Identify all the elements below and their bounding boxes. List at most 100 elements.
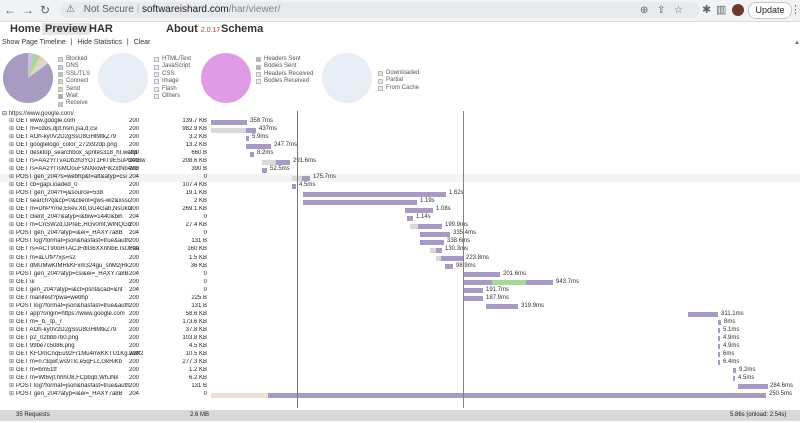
request-url[interactable]: GET m=n73qwf,ws9Tlc,e5qFLc,GkRiKb [16,358,123,365]
request-row[interactable]: ⊞ GET desktop_searchbox_sprites318_hr.web… [0,150,800,158]
menu-kebab-icon[interactable]: ⋮ [790,4,800,16]
request-url[interactable]: GET m=CnSW2d,DPreE,HGv0mf,WlNQGd [16,222,132,229]
request-row[interactable]: ⊞ GET dMUMwKIMRkKFxm324gu_shM2jRk 200 36 KB… [0,263,800,271]
tab-home[interactable]: Home [10,23,41,35]
expand-row-icon[interactable]: ⊞ [9,318,14,325]
expand-row-icon[interactable]: ⊞ [9,134,14,141]
request-row[interactable]: ⊞ GET cb=gapi.loaded_0 200 107.4 KB 4.5ms [0,182,800,190]
timing-bar-wait[interactable] [302,175,310,181]
request-row[interactable]: ⊞ GET ui 200 0 943.7ms [0,279,800,287]
extensions-icon[interactable]: ✱ [702,4,712,16]
request-url[interactable]: GET rs=AA2YrTvADb2h3YOT1HIT9ESuPbAtBw [16,158,146,165]
zoom-icon[interactable]: ⊕ [640,5,649,16]
expand-row-icon[interactable]: ⊞ [9,350,14,357]
request-url[interactable]: POST log?format=json&hasfast=true&auth [16,238,130,245]
forward-icon[interactable]: → [22,3,34,17]
request-url[interactable]: GET m=DhPYme,Ekev.Xb,GU4Gab,NsUkG [16,206,133,213]
tab-har[interactable]: HAR [89,23,113,35]
address-bar[interactable]: ⚠ Not Secure | softwareishard.com/har/vi… [60,2,700,18]
expand-row-icon[interactable]: ⊞ [9,126,14,133]
request-url[interactable]: GET m=Wt6vjf,hhhU8,FCpbqb,WhJNk [16,374,119,381]
tab-about-label[interactable]: About [166,23,198,35]
request-row[interactable]: ⊞ POST gen_204?atyp=csi&ei=_HAXY7a8B 204 0 2… [0,271,800,279]
expand-row-icon[interactable]: ⊞ [9,118,14,124]
timing-bar-wait[interactable] [445,264,453,270]
expand-row-icon[interactable]: ⊞ [9,230,14,237]
request-url[interactable]: GET client_204?&atyp=i&biw=1440&bih [16,214,123,221]
expand-row-icon[interactable]: ⊞ [9,190,14,197]
timing-bar-wait[interactable] [738,384,768,390]
request-row[interactable]: ⊞ GET rs=AA2YrTvADb2h3YOT1HIT9ESuPbAtBw 20… [0,158,800,166]
timing-bar-wait[interactable] [303,199,417,205]
expand-row-icon[interactable]: ⊞ [9,294,14,301]
request-url[interactable]: GET KFOmCnqEu92Fr1Mu4mxKKTU1Kg.woff2 [16,350,144,357]
tab-preview[interactable]: Preview [42,23,90,35]
timing-bar-wait[interactable] [407,215,413,221]
request-url[interactable]: POST gen_204?atyp=i&ei=_HAXY7a8B [16,391,123,398]
request-row[interactable]: ⊞ POST log?format=json&hasfast=true&auth 2… [0,238,800,246]
expand-row-icon[interactable]: ⊞ [9,158,14,165]
request-url[interactable]: GET 99be7c5086.png [16,342,75,349]
timing-bar-wait[interactable] [303,191,446,197]
request-url[interactable]: POST gen_204?r=j&source=538 [16,190,103,197]
request-row[interactable]: ⊞ GET search?q&cp=0&client=gws-wiz&xssi 20… [0,198,800,206]
request-row[interactable]: ⊞ GET m=CnSW2d,DPreE,HGv0mf,WlNQGd 200 27.4… [0,222,800,230]
request-url[interactable]: GET gen_204?atyp=i&ct=psnt&cad=&nt [16,286,123,293]
request-row[interactable]: ⊞ GET m=_b,_tp,_r 200 173.6 KB 8ms [0,319,800,327]
show-page-timeline-link[interactable]: Show Page Timeline [2,39,66,46]
expand-row-icon[interactable]: ⊞ [9,358,14,365]
request-url[interactable]: GET AOh-ky0V2D2gSsU8GHlMtkZ79 [16,134,117,141]
timing-bar-wait[interactable] [718,320,721,326]
expand-row-icon[interactable]: ⊞ [9,166,14,173]
timing-bar-wait[interactable] [718,336,720,342]
share-icon[interactable]: ⇪ [657,5,666,16]
request-url[interactable]: GET AOh-ky0V2D2gSsU8GHlMtkZ79 [16,326,117,333]
expand-row-icon[interactable]: ⊞ [9,391,14,398]
request-row[interactable]: ⊞ GET p2_02bbb7b0.png 200 103.8 KB 4.9ms [0,335,800,343]
timing-bar-wait[interactable] [211,119,247,125]
tab-schema[interactable]: Schema [221,23,264,35]
request-row[interactable]: ⊞ POST log?format=json&hasfast=true&auth 2… [0,383,800,391]
request-row[interactable]: ⊞ GET m=n73qwf,ws9Tlc,e5qFLc,GkRiKb 200 277… [0,359,800,367]
request-row[interactable]: ⊞ POST gen_204?atyp=i&ei=_HAXY7a8B 204 0 250… [0,391,800,399]
request-url[interactable]: GET search?q&cp=0&client=gws-wiz&xssi [16,198,129,205]
collapse-icon[interactable]: ▲ [794,40,800,46]
request-row[interactable]: ⊞ GET googlelogo_color_272x92dp.png 200 13.… [0,142,800,150]
timing-bar-wait[interactable] [436,247,442,253]
timing-bar-wait[interactable] [463,296,483,302]
request-row[interactable]: ⊞ GET 99be7c5086.png 200 4.5 KB 4.9ms [0,343,800,351]
expand-row-icon[interactable]: ⊞ [9,262,14,269]
tab-about[interactable]: About 2.0.17 [166,23,220,35]
timing-bar-wait[interactable] [420,231,450,237]
timing-bar-wait[interactable] [246,143,271,149]
request-url[interactable]: GET manifest?pwa=webhp [16,294,89,301]
timing-bar-wait[interactable] [246,135,249,141]
expand-row-icon[interactable]: ⊞ [9,222,14,229]
timing-bar-wait[interactable] [718,360,720,366]
request-url[interactable]: POST gen_204?s=webhp&t=aft&atyp=csi [16,174,127,181]
expand-row-icon[interactable]: ⊞ [9,206,14,213]
timing-bar-wait[interactable] [250,151,254,157]
request-row[interactable]: ⊞ GET AOh-ky0V2D2gSsU8GHlMtkZ79 200 3.2 KB 5… [0,134,800,142]
expand-row-icon[interactable]: ⊞ [9,366,14,373]
expand-row-icon[interactable]: ⊞ [9,182,14,189]
timing-bar-wait[interactable] [718,328,720,334]
timing-bar-wait[interactable] [405,207,433,213]
timing-bar-wait[interactable] [268,392,766,398]
timing-bar-wait[interactable] [420,239,444,245]
expand-row-icon[interactable]: ⊞ [9,174,14,181]
request-url[interactable]: GET www.google.com [16,118,76,124]
expand-row-icon[interactable]: ⊞ [9,334,14,341]
request-url[interactable]: GET rs=AA2YrTsMOouFsNXkowFIk2xtNb4vG [16,166,139,173]
sidebar-icon[interactable]: ▥ [716,4,727,16]
timing-bar-wait[interactable] [441,256,463,261]
request-url[interactable]: GET googlelogo_color_272x92dp.png [16,142,117,149]
expand-row-icon[interactable]: ⊞ [9,238,14,245]
request-url[interactable]: GET cb=gapi.loaded_0 [16,182,78,189]
request-url[interactable]: GET p2_02bbb7b0.png [16,334,79,341]
expand-row-icon[interactable]: ⊞ [9,286,14,293]
expand-row-icon[interactable]: ⊞ [9,150,14,157]
request-url[interactable]: POST gen_204?atyp=csi&ei=_HAXY7a8B [16,270,129,277]
request-url[interactable]: GET m=aLUfP?xjs=s2 [16,254,76,261]
request-url[interactable]: POST gen_204?atyp=i&ei=_HAXY7a8B [16,230,123,237]
